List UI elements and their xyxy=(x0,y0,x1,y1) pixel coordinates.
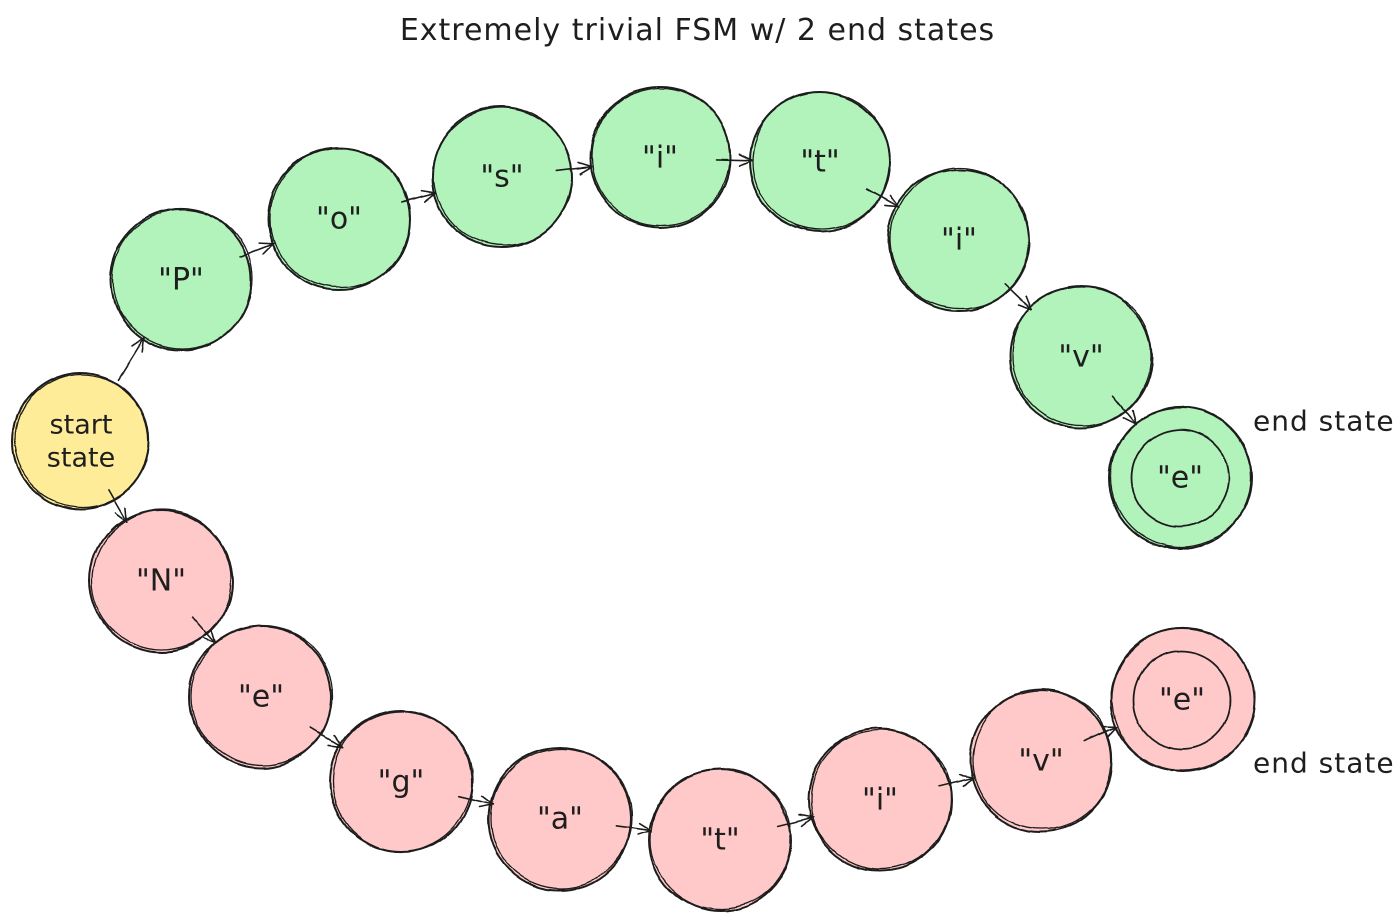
state-t1: "t" xyxy=(749,91,891,233)
state-label-v2: "v" xyxy=(1018,744,1063,779)
arrowhead xyxy=(738,159,753,167)
transition-arrow-start-P xyxy=(118,337,146,381)
arrowhead xyxy=(333,733,343,747)
transition-arrow-o-s xyxy=(400,190,437,204)
arrowhead xyxy=(211,630,217,646)
arrowhead xyxy=(959,773,975,779)
state-label-e1: "e" xyxy=(1157,461,1203,496)
transition-arrow-g-a xyxy=(456,794,494,807)
transition-arrow-s-i1 xyxy=(555,161,594,175)
arrowhead xyxy=(801,815,814,827)
arrowhead xyxy=(141,337,146,354)
state-label-e3: "e" xyxy=(1159,683,1205,718)
state-v2: "v" xyxy=(969,689,1113,833)
transition-arrow-a-t2 xyxy=(615,822,653,836)
arrowhead xyxy=(202,637,217,646)
state-label-start: state xyxy=(47,443,115,474)
state-label-N: "N" xyxy=(136,564,186,599)
state-label-g: "g" xyxy=(378,765,425,800)
diagram-title: Extremely trivial FSM w/ 2 end states xyxy=(399,13,996,48)
transition-arrow-N-e2 xyxy=(191,616,217,646)
state-a: "a" xyxy=(488,747,632,891)
state-label-i1: "i" xyxy=(642,141,678,176)
transition-arrow-P-o xyxy=(240,242,276,258)
end-state-inner-ring xyxy=(1130,428,1230,528)
state-label-start: start xyxy=(50,410,113,441)
transition-arrow-start-N xyxy=(108,489,128,522)
arrowhead xyxy=(124,506,128,522)
arrowhead xyxy=(424,193,437,204)
state-i1: "i" xyxy=(589,87,731,229)
state-label-i2: "i" xyxy=(941,223,977,258)
transition-arrow-v2-e3 xyxy=(1083,726,1119,743)
state-e2: "e" xyxy=(189,625,333,769)
end-state-label-positive: end state xyxy=(1253,405,1395,438)
state-e1: "e" xyxy=(1108,406,1252,550)
state-s: "s" xyxy=(431,106,573,248)
transition-arrow-i3-v2 xyxy=(938,773,975,787)
arrowhead xyxy=(738,153,753,162)
state-label-v1: "v" xyxy=(1058,340,1103,375)
state-v1: "v" xyxy=(1009,285,1153,429)
arrowhead xyxy=(637,830,653,836)
arrowhead xyxy=(1025,295,1032,311)
arrowhead xyxy=(478,802,494,807)
transition-arrow-i1-t1 xyxy=(715,153,753,167)
state-t2: "t" xyxy=(648,768,792,912)
state-N: "N" xyxy=(89,509,233,653)
state-label-t2: "t" xyxy=(700,823,739,858)
state-label-e2: "e" xyxy=(238,680,284,715)
state-o: "o" xyxy=(267,147,411,291)
transition-arrow-v1-e1 xyxy=(1112,395,1138,426)
state-label-o: "o" xyxy=(316,202,362,237)
arrowhead xyxy=(889,194,900,208)
arrowhead xyxy=(263,243,276,255)
arrowhead xyxy=(1131,410,1138,426)
state-i3: "i" xyxy=(808,728,952,872)
arrowhead xyxy=(884,204,900,208)
arrowhead xyxy=(638,822,653,832)
arrowhead xyxy=(579,165,594,175)
arrowhead xyxy=(421,190,437,195)
state-P: "P" xyxy=(109,208,253,352)
arrowhead xyxy=(1017,303,1032,311)
arrowhead xyxy=(327,743,343,747)
arrowhead xyxy=(114,512,128,522)
arrowhead xyxy=(1122,417,1138,426)
arrowhead xyxy=(132,337,146,348)
arrowhead xyxy=(962,776,975,787)
state-label-s: "s" xyxy=(480,160,523,195)
state-g: "g" xyxy=(329,710,473,854)
state-i2: "i" xyxy=(887,168,1031,312)
state-label-a: "a" xyxy=(537,802,583,837)
state-e3: "e" xyxy=(1109,627,1255,773)
state-label-t1: "t" xyxy=(800,145,839,180)
arrowhead xyxy=(578,161,594,167)
state-label-P: "P" xyxy=(158,263,204,298)
arrowhead xyxy=(259,242,276,245)
state-label-i3: "i" xyxy=(862,783,898,818)
arrowhead xyxy=(798,813,814,818)
end-state-inner-ring xyxy=(1132,650,1232,750)
arrowhead xyxy=(1107,726,1119,739)
transition-arrow-i2-v1 xyxy=(1004,283,1032,311)
transition-arrow-t1-i2 xyxy=(866,187,900,208)
transition-arrow-e2-g xyxy=(310,726,343,747)
arrowhead xyxy=(480,794,494,805)
end-state-label-negative: end state xyxy=(1253,747,1395,780)
transition-arrow-t2-i3 xyxy=(777,813,814,827)
